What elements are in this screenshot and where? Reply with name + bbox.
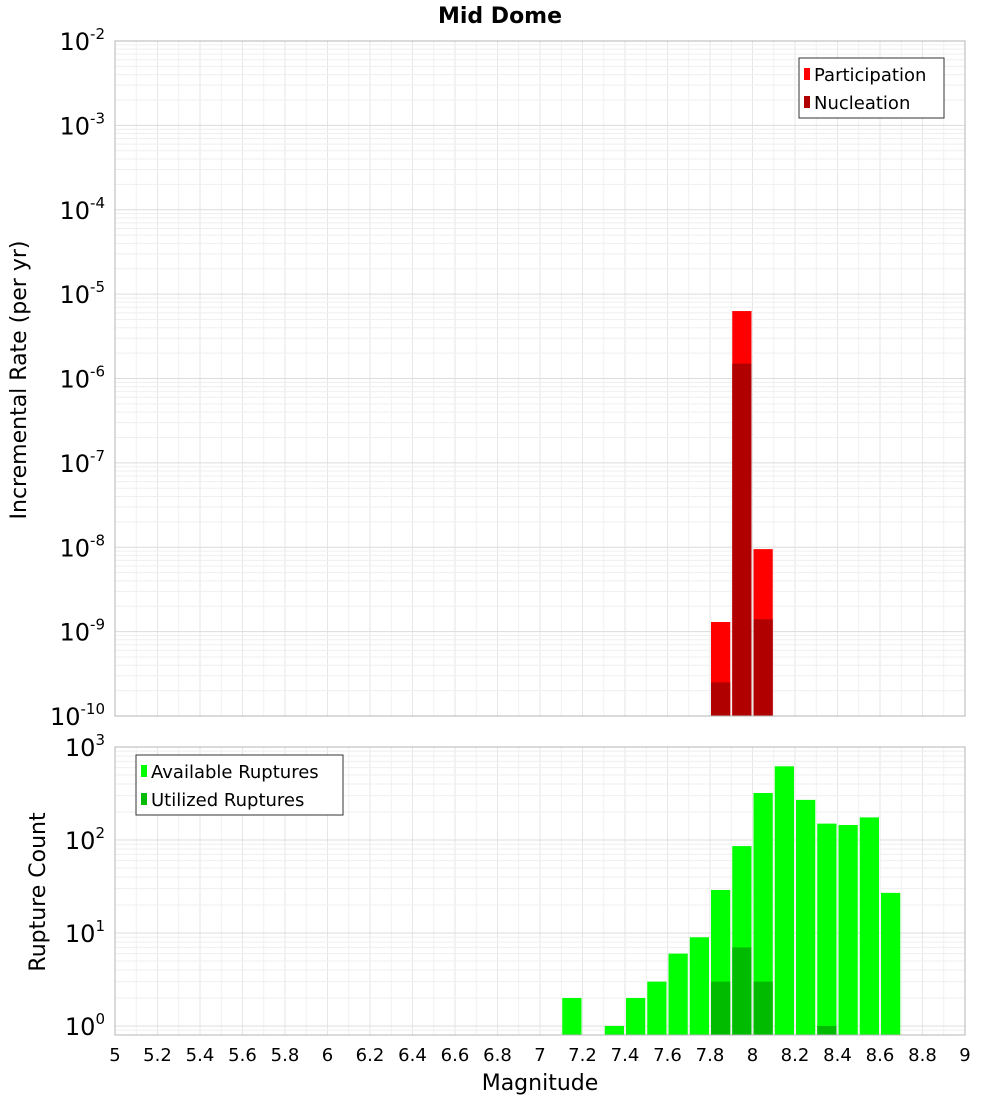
y-tick-label: 10-4 — [59, 194, 105, 225]
y-tick-label: 100 — [65, 1010, 105, 1041]
bar-available-ruptures — [626, 997, 646, 1035]
bar-available-ruptures — [562, 997, 582, 1035]
x-tick-label: 6.4 — [398, 1045, 427, 1066]
bottom-y-axis-title: Rupture Count — [26, 812, 51, 972]
bar-nucleation — [732, 363, 752, 716]
y-tick-label: 101 — [65, 917, 105, 948]
x-tick-label: 6.2 — [356, 1045, 385, 1066]
x-tick-label: 5.2 — [143, 1045, 172, 1066]
legend-label: Utilized Ruptures — [151, 790, 304, 811]
x-tick-label: 6.6 — [441, 1045, 470, 1066]
x-tick-label: 7.6 — [653, 1045, 682, 1066]
bar-utilized-ruptures — [732, 947, 752, 1035]
x-tick-label: 8.2 — [781, 1045, 810, 1066]
x-tick-label: 7.2 — [568, 1045, 597, 1066]
y-tick-exponent: -6 — [90, 363, 105, 381]
bar-utilized-ruptures — [817, 1025, 837, 1035]
y-tick-label: 103 — [65, 731, 105, 762]
x-tick-label: 8.6 — [866, 1045, 895, 1066]
x-tick-label: 9 — [959, 1045, 970, 1066]
bar-nucleation — [711, 682, 731, 716]
legend-box — [798, 57, 945, 119]
x-tick-label: 8 — [747, 1045, 758, 1066]
legend-label: Participation — [814, 65, 926, 86]
bars-layer — [562, 311, 901, 1035]
legend-swatch — [804, 68, 810, 80]
y-tick-exponent: -8 — [90, 531, 105, 549]
y-tick-exponent: -2 — [90, 25, 105, 43]
x-tick-label: 5.6 — [228, 1045, 257, 1066]
y-tick-exponent: -3 — [90, 109, 105, 127]
legend-label: Nucleation — [814, 93, 910, 114]
x-tick-label: 8.8 — [908, 1045, 937, 1066]
y-tick-exponent: 3 — [95, 731, 105, 749]
bar-available-ruptures — [604, 1025, 624, 1035]
bar-nucleation — [753, 619, 773, 716]
y-tick-label: 10-8 — [59, 531, 105, 562]
top-y-axis-title: Incremental Rate (per yr) — [7, 241, 32, 520]
labels-layer: Mid Dome Incremental Rate (per yr) Ruptu… — [7, 4, 971, 1096]
bar-available-ruptures — [647, 981, 667, 1035]
grid-layer — [114, 40, 966, 1036]
bar-available-ruptures — [796, 799, 816, 1035]
legend-box — [135, 754, 344, 816]
y-tick-label: 10-3 — [59, 109, 105, 140]
y-tick-label: 10-10 — [50, 700, 105, 731]
axes-layer — [114, 40, 966, 1036]
y-tick-exponent: -7 — [90, 447, 105, 465]
x-tick-label: 5.8 — [271, 1045, 300, 1066]
x-tick-label: 8.4 — [823, 1045, 852, 1066]
x-tick-label: 5.4 — [186, 1045, 215, 1066]
bar-available-ruptures — [774, 766, 794, 1035]
legend-swatch — [141, 793, 147, 805]
legend-swatch — [141, 765, 147, 777]
bar-available-ruptures — [817, 823, 837, 1035]
bar-available-ruptures — [689, 937, 709, 1035]
x-tick-label: 7.8 — [696, 1045, 725, 1066]
y-tick-exponent: -9 — [90, 616, 105, 634]
y-tick-label: 10-6 — [59, 363, 105, 394]
x-tick-label: 6 — [322, 1045, 333, 1066]
legend-swatch — [804, 96, 810, 108]
y-tick-label: 10-5 — [59, 278, 105, 309]
x-tick-label: 7 — [534, 1045, 545, 1066]
bar-available-ruptures — [838, 824, 858, 1035]
y-tick-label: 10-9 — [59, 616, 105, 647]
x-tick-label: 7.4 — [611, 1045, 640, 1066]
bar-available-ruptures — [859, 817, 879, 1035]
x-tick-label: 5 — [109, 1045, 120, 1066]
y-tick-label: 102 — [65, 824, 105, 855]
y-tick-exponent: 2 — [95, 824, 105, 842]
plot-frame — [114, 40, 966, 717]
bar-utilized-ruptures — [711, 981, 731, 1035]
chart-title: Mid Dome — [438, 4, 562, 29]
x-axis-title: Magnitude — [482, 1071, 599, 1096]
bar-available-ruptures — [753, 793, 773, 1035]
y-tick-exponent: 0 — [95, 1010, 105, 1028]
plot-frame — [114, 746, 966, 1036]
bar-utilized-ruptures — [753, 981, 773, 1035]
y-tick-label: 10-7 — [59, 447, 105, 478]
legend-label: Available Ruptures — [151, 762, 319, 783]
bar-available-ruptures — [881, 892, 901, 1035]
y-tick-exponent: 1 — [95, 917, 105, 935]
y-tick-label: 10-2 — [59, 25, 105, 56]
y-tick-exponent: -4 — [90, 194, 105, 212]
x-tick-label: 6.8 — [483, 1045, 512, 1066]
bar-available-ruptures — [668, 953, 688, 1035]
y-tick-exponent: -5 — [90, 278, 105, 296]
legend-layer: Participation Nucleation Available Rupture… — [135, 57, 945, 816]
y-tick-exponent: -10 — [81, 700, 106, 718]
